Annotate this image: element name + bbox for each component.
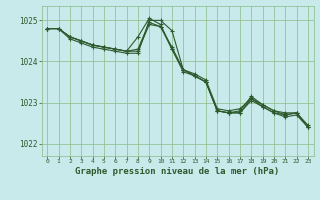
X-axis label: Graphe pression niveau de la mer (hPa): Graphe pression niveau de la mer (hPa) [76,167,280,176]
